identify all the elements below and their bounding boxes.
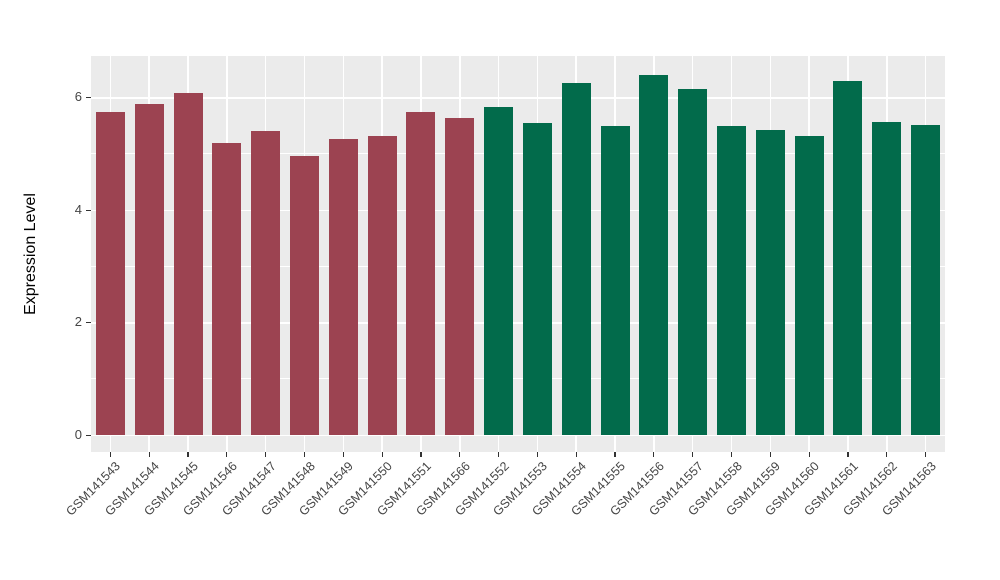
bar — [95, 112, 125, 435]
bar — [290, 156, 319, 435]
bar — [561, 83, 591, 435]
y-axis-title: Expression Level — [22, 193, 39, 315]
bar — [367, 135, 397, 435]
x-axis-tick — [575, 452, 577, 457]
y-tick-label: 4 — [74, 201, 82, 217]
gridline-minor — [91, 378, 945, 380]
y-axis-tick — [86, 209, 91, 211]
y-tick-label: 2 — [74, 314, 82, 330]
x-axis-tick — [769, 452, 771, 457]
bar — [134, 103, 164, 435]
x-axis-tick — [924, 452, 927, 457]
x-axis-tick — [381, 452, 383, 457]
bar — [251, 130, 281, 435]
bar — [755, 129, 785, 435]
plot-panel — [91, 56, 945, 452]
x-axis-tick — [459, 452, 461, 457]
x-axis-tick — [148, 452, 150, 457]
gridline-major — [91, 322, 945, 324]
x-axis-tick — [226, 452, 228, 457]
x-axis-tick — [109, 452, 111, 457]
bar — [872, 122, 902, 435]
x-axis-tick — [497, 452, 500, 457]
gridline-major — [91, 97, 945, 99]
x-axis-tick — [886, 452, 888, 457]
y-axis-tick — [86, 97, 91, 99]
x-axis-tick — [420, 452, 422, 457]
bar — [678, 88, 708, 435]
x-axis-tick — [692, 452, 694, 457]
bar — [484, 106, 514, 435]
bar — [833, 80, 863, 435]
bar — [639, 75, 669, 435]
x-axis-tick — [653, 452, 655, 457]
y-tick-label: 0 — [74, 426, 82, 442]
bar — [794, 136, 824, 435]
bar — [600, 125, 630, 435]
x-axis-tick — [187, 452, 189, 457]
x-axis-tick — [808, 452, 810, 457]
x-axis-tick — [847, 452, 849, 457]
x-axis-tick — [342, 452, 344, 457]
gridline-minor — [91, 265, 945, 267]
x-axis-tick — [265, 452, 267, 457]
gridline-major — [91, 434, 945, 437]
x-axis-tick — [730, 452, 733, 457]
bar — [445, 117, 475, 435]
bar — [911, 125, 941, 435]
gridline-major — [91, 209, 945, 212]
y-tick-label: 6 — [74, 89, 82, 105]
x-axis-tick — [303, 452, 306, 457]
bar — [328, 139, 358, 435]
bar — [717, 125, 746, 435]
bar — [522, 122, 552, 435]
bar — [173, 92, 203, 435]
bar — [406, 112, 436, 435]
gridline-minor — [91, 153, 945, 155]
x-axis-tick — [614, 452, 616, 457]
bar — [212, 142, 242, 435]
x-axis-tick — [536, 452, 538, 457]
y-axis-tick — [86, 434, 91, 436]
y-axis-tick — [86, 322, 91, 324]
